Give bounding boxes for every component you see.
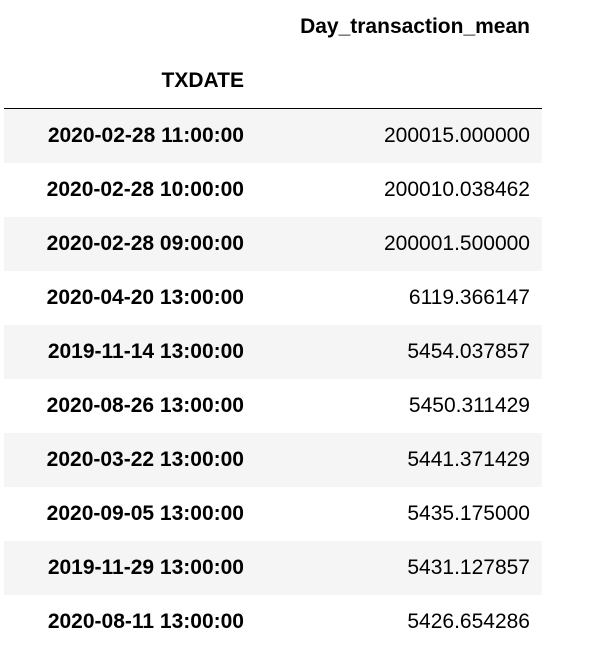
row-value: 5431.127857 bbox=[407, 556, 530, 579]
row-index: 2020-08-11 13:00:00 bbox=[47, 610, 244, 633]
index-name-row: TXDATE bbox=[4, 54, 542, 109]
row-value: 5426.654286 bbox=[407, 610, 530, 633]
table-row: 2020-04-20 13:00:00 6119.366147 bbox=[4, 271, 542, 325]
dataframe-table: Day_transaction_mean TXDATE 2020-02-28 1… bbox=[4, 0, 542, 649]
row-value: 5441.371429 bbox=[407, 448, 530, 471]
table-body: 2020-02-28 11:00:00 200015.000000 2020-0… bbox=[4, 108, 542, 649]
table-row: 2020-02-28 09:00:00 200001.500000 bbox=[4, 217, 542, 271]
table-row: 2020-02-28 11:00:00 200015.000000 bbox=[4, 108, 542, 163]
index-name-header: TXDATE bbox=[4, 54, 256, 109]
row-value: 5454.037857 bbox=[407, 340, 530, 363]
column-header-day-transaction-mean: Day_transaction_mean bbox=[300, 15, 530, 38]
table-row: 2020-08-11 13:00:00 5426.654286 bbox=[4, 595, 542, 649]
row-index: 2020-02-28 09:00:00 bbox=[46, 232, 244, 255]
table-row: 2020-02-28 10:00:00 200010.038462 bbox=[4, 163, 542, 217]
row-value: 200001.500000 bbox=[384, 232, 530, 255]
column-header-row: Day_transaction_mean bbox=[4, 0, 542, 54]
table-header: Day_transaction_mean TXDATE bbox=[4, 0, 542, 109]
table-row: 2020-08-26 13:00:00 5450.311429 bbox=[4, 379, 542, 433]
row-value: 6119.366147 bbox=[408, 286, 530, 309]
row-index: 2020-09-05 13:00:00 bbox=[46, 502, 244, 525]
row-index: 2020-02-28 10:00:00 bbox=[46, 178, 244, 201]
table-row: 2019-11-29 13:00:00 5431.127857 bbox=[4, 541, 542, 595]
index-header-blank bbox=[4, 0, 256, 54]
table-row: 2020-03-22 13:00:00 5441.371429 bbox=[4, 433, 542, 487]
row-value: 200015.000000 bbox=[384, 124, 530, 147]
row-index: 2020-03-22 13:00:00 bbox=[46, 448, 244, 471]
row-value: 5435.175000 bbox=[407, 502, 530, 525]
index-name-blank bbox=[256, 54, 542, 109]
row-index: 2020-04-20 13:00:00 bbox=[46, 286, 244, 309]
row-index: 2020-08-26 13:00:00 bbox=[46, 394, 244, 417]
table-row: 2019-11-14 13:00:00 5454.037857 bbox=[4, 325, 542, 379]
row-value: 200010.038462 bbox=[384, 178, 530, 201]
row-index: 2019-11-29 13:00:00 bbox=[47, 556, 244, 579]
table-row: 2020-09-05 13:00:00 5435.175000 bbox=[4, 487, 542, 541]
row-value: 5450.311429 bbox=[408, 394, 530, 417]
row-index: 2020-02-28 11:00:00 bbox=[47, 124, 244, 147]
row-index: 2019-11-14 13:00:00 bbox=[47, 340, 244, 363]
